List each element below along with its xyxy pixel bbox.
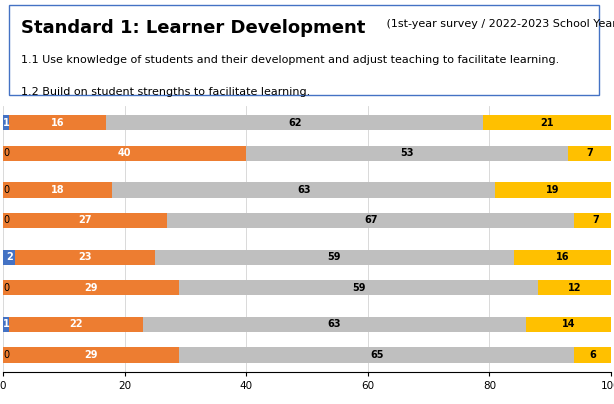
Text: 23: 23 <box>79 252 92 262</box>
Bar <box>3 182 112 198</box>
Bar <box>3 213 167 228</box>
Text: 12: 12 <box>568 283 581 292</box>
Bar <box>514 250 611 265</box>
Bar <box>569 146 611 161</box>
Text: 1.2 Build on student strengths to facilitate learning.: 1.2 Build on student strengths to facili… <box>21 87 311 97</box>
Text: 40: 40 <box>118 148 131 158</box>
Text: 7: 7 <box>586 148 593 158</box>
Text: 65: 65 <box>370 350 384 360</box>
Text: 22: 22 <box>69 319 83 329</box>
Text: 29: 29 <box>85 283 98 292</box>
Bar <box>167 213 575 228</box>
Bar <box>483 115 611 130</box>
Bar <box>3 115 9 130</box>
Text: 67: 67 <box>364 215 378 225</box>
Text: 7: 7 <box>593 215 599 225</box>
Bar <box>3 280 179 295</box>
Bar <box>575 213 614 228</box>
Text: 21: 21 <box>540 118 554 128</box>
Bar <box>143 317 526 332</box>
Text: 63: 63 <box>297 185 311 195</box>
Text: 6: 6 <box>589 350 596 360</box>
Text: 59: 59 <box>328 252 341 262</box>
Text: 0: 0 <box>4 148 10 158</box>
Bar <box>495 182 611 198</box>
Text: 0: 0 <box>4 283 10 292</box>
Text: 63: 63 <box>328 319 341 329</box>
Text: 1: 1 <box>2 118 9 128</box>
Text: (1st-year survey / 2022-2023 School Year): (1st-year survey / 2022-2023 School Year… <box>383 19 614 29</box>
Bar <box>155 250 514 265</box>
Text: 59: 59 <box>352 283 365 292</box>
Text: 16: 16 <box>556 252 569 262</box>
Text: 27: 27 <box>79 215 92 225</box>
Bar <box>179 347 575 362</box>
Text: 2: 2 <box>6 252 12 262</box>
Text: 18: 18 <box>51 185 64 195</box>
Bar <box>112 182 495 198</box>
Bar <box>3 146 246 161</box>
Text: 14: 14 <box>562 319 575 329</box>
Bar <box>15 250 155 265</box>
Text: 0: 0 <box>4 350 10 360</box>
Bar <box>9 115 106 130</box>
Bar <box>3 347 179 362</box>
Bar <box>3 317 9 332</box>
Bar <box>106 115 483 130</box>
Bar <box>9 317 143 332</box>
Bar <box>179 280 538 295</box>
Text: Standard 1: Learner Development: Standard 1: Learner Development <box>21 19 366 37</box>
Text: 16: 16 <box>51 118 64 128</box>
Text: 53: 53 <box>400 148 414 158</box>
Text: 1: 1 <box>2 319 9 329</box>
Bar <box>575 347 611 362</box>
Bar <box>538 280 611 295</box>
Bar <box>526 317 611 332</box>
Text: 29: 29 <box>85 350 98 360</box>
Text: 0: 0 <box>4 185 10 195</box>
Bar <box>3 250 15 265</box>
Bar <box>246 146 569 161</box>
Text: 0: 0 <box>4 215 10 225</box>
Text: 1.1 Use knowledge of students and their development and adjust teaching to facil: 1.1 Use knowledge of students and their … <box>21 55 559 65</box>
Text: 19: 19 <box>546 185 560 195</box>
Text: 62: 62 <box>288 118 301 128</box>
